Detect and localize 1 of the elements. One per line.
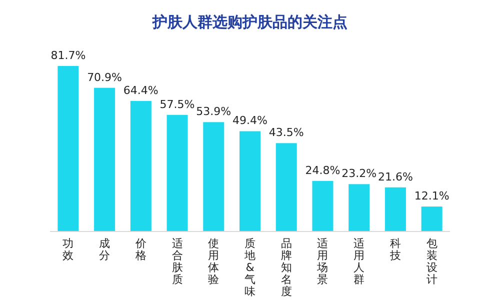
title: 护肤人群选购护肤品的关注点 xyxy=(152,13,348,31)
